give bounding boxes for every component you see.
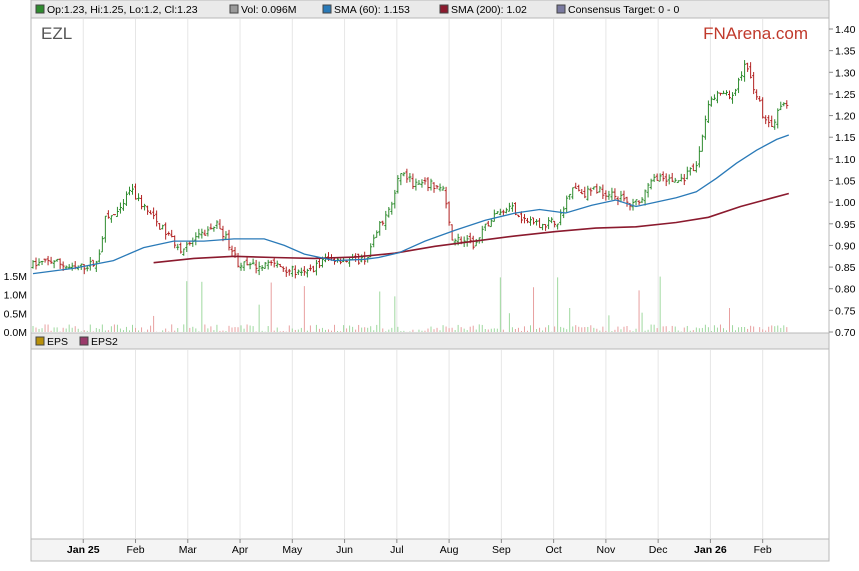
legend-sma200: SMA (200): 1.02 [451,4,527,16]
legend-volume: Vol: 0.096M [241,4,296,16]
legend-eps: EPS [47,336,68,348]
time-tick-label: Apr [232,544,249,556]
sma200-line [153,192,790,264]
time-tick-label: Sep [492,544,511,556]
brand-logo: FNArena.com [703,24,808,43]
volume-tick-label: 1.0M [4,290,27,302]
price-tick-label: 1.20 [835,111,856,123]
time-tick-label: Dec [649,544,668,556]
price-tick-label: 1.05 [835,176,856,188]
eps-month-gridlines [82,350,764,538]
eps-legend: EPS EPS2 [35,336,118,348]
legend-swatch-eps2 [79,336,89,346]
volume-bars [32,276,788,332]
volume-tick-label: 0.0M [4,327,27,339]
time-tick-label: May [282,544,303,556]
month-gridlines [82,19,764,332]
legend-eps2: EPS2 [91,336,118,348]
time-tick-label: Feb [126,544,144,556]
price-tick-label: 1.00 [835,197,856,209]
time-tick-label: Nov [597,544,616,556]
legend-ohlc: Op:1.23, Hi:1.25, Lo:1.2, Cl:1.23 [47,4,198,16]
price-tick-label: 0.80 [835,284,856,296]
price-tick-label: 0.75 [835,305,856,317]
legend-consensus: Consensus Target: 0 - 0 [568,4,679,16]
time-tick-label: Jan 25 [67,544,100,556]
legend-sma60: SMA (60): 1.153 [334,4,410,16]
price-tick-label: 1.15 [835,132,856,144]
time-tick-label: Mar [179,544,198,556]
price-tick-label: 1.25 [835,89,856,101]
ticker-label: EZL [41,24,72,43]
legend-swatch-ohlc [35,4,45,14]
volume-tick-label: 0.5M [4,308,27,320]
time-axis-labels: Jan 25 Feb Mar Apr May Jun Jul Aug Sep Oct Nov Dec J… [67,539,772,556]
price-tick-label: 0.90 [835,240,856,252]
price-tick-label: 1.30 [835,67,856,79]
legend-swatch-sma200 [439,4,449,14]
legend-swatch-volume [229,4,239,14]
time-tick-label: Feb [754,544,772,556]
price-tick-label: 1.10 [835,154,856,166]
time-tick-label: Aug [440,544,459,556]
eps-legend-bar [30,332,830,350]
eps-plot-area [30,348,830,540]
time-tick-label: Oct [545,544,561,556]
time-tick-label: Jan 26 [694,544,727,556]
time-tick-label: Jun [336,544,353,556]
sma60-line [32,134,790,275]
price-tick-label: 0.95 [835,219,856,231]
top-legend: Op:1.23, Hi:1.25, Lo:1.2, Cl:1.23 Vol: 0… [35,4,679,16]
price-tick-label: 1.40 [835,24,856,36]
price-tick-label: 1.35 [835,46,856,58]
price-axis: 1.40 1.35 1.30 1.25 1.20 1.15 1.10 1.05 1.00 0.95… [829,24,856,339]
legend-swatch-consensus [556,4,566,14]
volume-axis: 1.5M 1.0M 0.5M 0.0M [4,271,27,339]
price-tick-label: 0.85 [835,262,856,274]
legend-swatch-sma60 [322,4,332,14]
volume-tick-label: 1.5M [4,271,27,283]
price-plot-area [30,17,830,334]
legend-swatch-eps [35,336,45,346]
time-axis [30,538,830,562]
time-tick-label: Jul [390,544,403,556]
price-tick-label: 0.70 [835,327,856,339]
